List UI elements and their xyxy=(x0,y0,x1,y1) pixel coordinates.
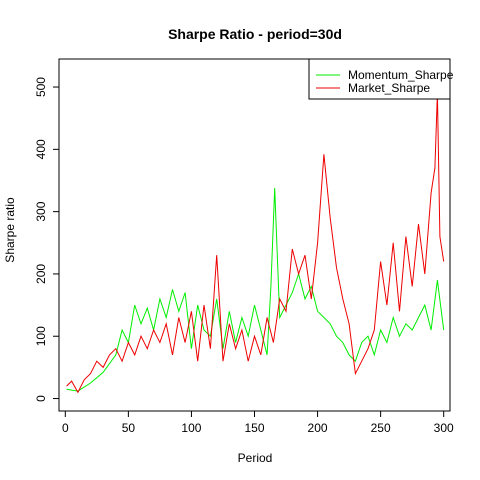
y-tick-label: 500 xyxy=(34,77,48,97)
y-tick-label: 300 xyxy=(34,201,48,221)
x-tick-label: 100 xyxy=(181,421,201,435)
x-tick-label: 200 xyxy=(308,421,328,435)
y-axis: 0 100 200 300 400 500 xyxy=(34,77,59,402)
x-tick-label: 50 xyxy=(122,421,136,435)
y-tick-label: 400 xyxy=(34,139,48,159)
chart-title: Sharpe Ratio - period=30d xyxy=(168,26,342,42)
legend-label-1: Market_Sharpe xyxy=(348,81,430,95)
x-tick-label: 250 xyxy=(371,421,391,435)
x-axis-label: Period xyxy=(238,451,273,465)
x-tick-label: 300 xyxy=(434,421,454,435)
plot-frame xyxy=(59,59,450,411)
x-axis: 0 50 100 150 200 250 300 xyxy=(62,411,454,435)
y-tick-label: 200 xyxy=(34,264,48,284)
series-line-1 xyxy=(67,93,444,392)
y-tick-label: 0 xyxy=(34,395,48,402)
legend-label-0: Momentum_Sharpe xyxy=(348,68,454,82)
y-tick-label: 100 xyxy=(34,326,48,346)
y-axis-label: Sharpe ratio xyxy=(3,197,17,263)
x-tick-label: 150 xyxy=(244,421,264,435)
series-line-0 xyxy=(67,188,444,391)
x-tick-label: 0 xyxy=(62,421,69,435)
series-layer xyxy=(67,93,444,392)
